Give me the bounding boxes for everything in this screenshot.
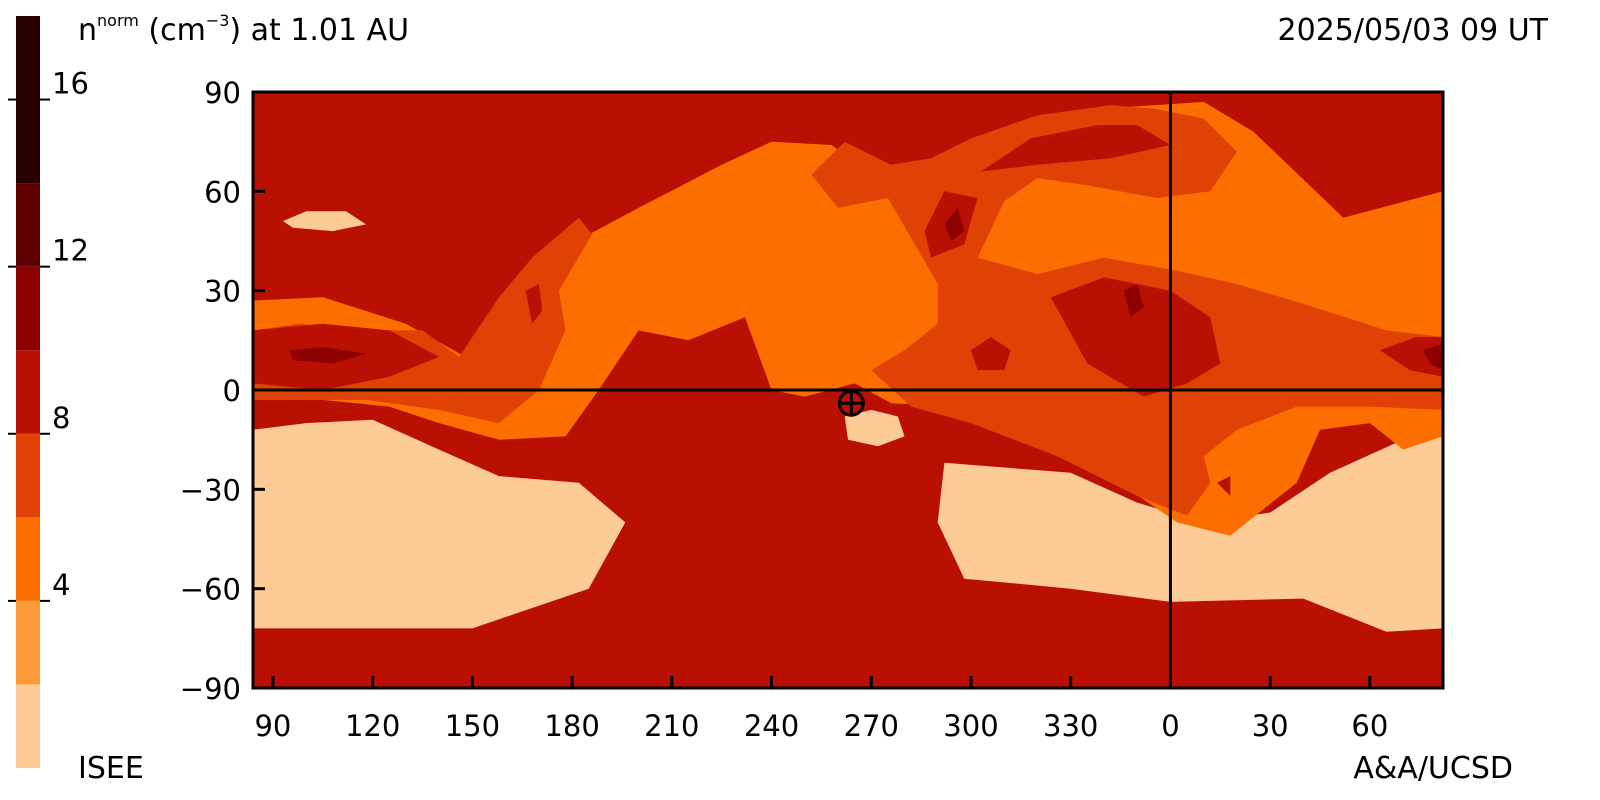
contour-region-level-5 <box>1123 284 1144 318</box>
colorbar-tick-label: 4 <box>52 568 70 602</box>
x-tick-label: 240 <box>744 709 799 743</box>
contour-region-level-5 <box>289 347 366 364</box>
y-tick-label: −90 <box>180 672 241 706</box>
x-tick-label: 330 <box>1043 709 1098 743</box>
x-tick-label: 0 <box>1161 709 1179 743</box>
colorbar-segment <box>16 183 40 267</box>
x-tick-label: 30 <box>1252 709 1289 743</box>
contour-region-level-5 <box>1423 343 1443 371</box>
x-tick-label: 300 <box>943 709 998 743</box>
x-tick-label: 270 <box>844 709 899 743</box>
x-tick-label: 60 <box>1351 709 1388 743</box>
y-tick-label: 30 <box>204 275 241 309</box>
colorbar-ticks: 4 8 12 16 <box>8 67 89 602</box>
colorbar-segment <box>16 517 40 601</box>
colorbar-segment <box>16 16 40 184</box>
y-axis: 90 60 30 0 −30 −60 −90 <box>180 76 265 706</box>
credit-ucsd: A&A/UCSD <box>1353 751 1513 786</box>
x-tick-label: 210 <box>644 709 699 743</box>
colorbar-segment <box>16 433 40 518</box>
contour-region-level-4 <box>1050 277 1221 397</box>
contour-region-level-4 <box>1217 476 1231 496</box>
x-axis: 90 120 150 180 210 240 270 300 330 0 30 60 <box>254 676 1388 743</box>
earth-marker-icon <box>837 389 865 417</box>
contour-region-level-4 <box>981 125 1171 172</box>
contour-region-level-4 <box>971 337 1011 371</box>
density-contours <box>253 101 1443 632</box>
x-tick-label: 120 <box>345 709 400 743</box>
contour-region-level-4 <box>1379 337 1443 377</box>
contour-region-level-4 <box>525 284 543 324</box>
x-tick-label: 150 <box>445 709 500 743</box>
contour-region-level-0 <box>937 429 1443 632</box>
y-tick-label: −60 <box>180 573 241 607</box>
x-tick-label: 90 <box>254 709 291 743</box>
colorbar-tick-label: 12 <box>52 234 89 268</box>
colorbar-tick-label: 16 <box>52 67 89 101</box>
contour-region-level-5 <box>944 207 965 241</box>
credit-isee: ISEE <box>78 751 144 786</box>
contour-region-level-0 <box>282 211 366 232</box>
contour-region-level-0 <box>844 409 905 447</box>
colorbar-segment <box>16 600 40 685</box>
contour-region-level-0 <box>253 419 626 629</box>
y-tick-label: 0 <box>223 374 241 408</box>
plot-title: nnorm (cm−3) at 1.01 AU <box>78 11 409 48</box>
colorbar-segment <box>16 350 40 434</box>
colorbar-segment <box>16 684 40 768</box>
y-tick-label: −30 <box>180 473 241 507</box>
timestamp-label: 2025/05/03 09 UT <box>1278 13 1549 48</box>
colorbar-tick-label: 8 <box>52 401 70 435</box>
colorbar-segment <box>16 266 40 351</box>
y-tick-label: 90 <box>204 76 241 110</box>
x-tick-label: 180 <box>544 709 599 743</box>
y-tick-label: 60 <box>204 175 241 209</box>
colorbar <box>16 16 40 768</box>
